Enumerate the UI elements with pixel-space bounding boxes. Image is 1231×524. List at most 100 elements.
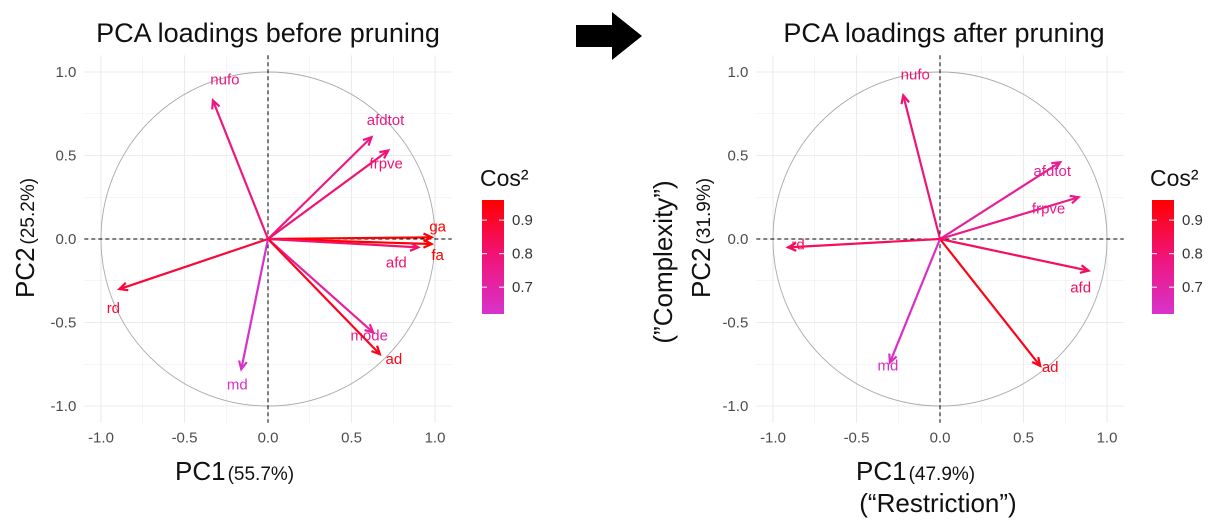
loading-arrow-line [267, 237, 419, 249]
y-tick-label: 0.5 [727, 148, 748, 165]
loading-arrow-afdtot: afdtot [939, 160, 1072, 240]
variable-label: afdtot [367, 112, 405, 129]
y-tick-label: -0.5 [50, 315, 76, 332]
arrowhead-icon [422, 238, 435, 249]
variable-label: frpve [1032, 200, 1065, 217]
x-axis-name: PC1 [856, 456, 907, 486]
legend-tick-label: 0.9 [1182, 212, 1203, 229]
loading-arrow-frpve: frpve [939, 194, 1082, 241]
variable-label: afd [1070, 280, 1091, 297]
loading-arrow-frpve: frpve [267, 148, 403, 240]
y-tick-label: 0.5 [55, 148, 76, 165]
cos2-legend: Cos² 0.9 0.8 0.7 [480, 165, 533, 314]
loading-arrow-rd: rd [785, 236, 941, 253]
y-axis-name: PC2 [686, 247, 716, 298]
loading-arrow-line [267, 238, 381, 355]
arrowhead-icon [409, 242, 421, 252]
panel-after-pruning: PCA loadings after pruning PC1 (47.9%) (“… [648, 18, 1124, 518]
x-tick-label: 0.5 [341, 430, 362, 447]
loading-arrow-line [939, 238, 1042, 367]
y-tick-label: 1.0 [55, 64, 76, 81]
loading-arrow-afdtot: afdtot [267, 112, 405, 240]
arrowhead-icon [238, 360, 248, 372]
loading-arrow-line [902, 95, 942, 240]
y-axis-annotation: (”Complexity”) [648, 180, 678, 343]
arrowhead-icon [116, 282, 129, 292]
variable-label: afdtot [1033, 163, 1071, 180]
loading-arrow-line [939, 161, 1061, 240]
loading-arrow-line [119, 237, 269, 291]
loading-arrow-ad: ad [939, 238, 1059, 376]
loading-arrow-line [267, 236, 432, 241]
legend-tick-label: 0.8 [512, 246, 533, 263]
variable-label: mode [350, 328, 388, 345]
x-tick-label: -0.5 [844, 430, 870, 447]
arrowhead-icon [379, 148, 391, 159]
loading-arrow-line [939, 196, 1079, 241]
arrowhead-icon [785, 242, 797, 252]
chart-title: PCA loadings after pruning [783, 18, 1104, 48]
chart-title: PCA loadings before pruning [96, 18, 440, 48]
y-axis-label: PC2(31.9%) [686, 178, 716, 298]
variable-label: nufo [210, 71, 239, 88]
loading-arrow-rd: rd [107, 237, 269, 317]
y-tick-label: -0.5 [722, 315, 748, 332]
loading-arrow-md: md [227, 238, 270, 393]
arrowhead-icon [1069, 194, 1082, 205]
legend-tick-label: 0.9 [512, 212, 533, 229]
arrowhead-icon [900, 92, 910, 105]
loading-arrow-ad: ad [267, 238, 403, 368]
panel-before-pruning: PCA loadings before pruning PC1 (55.7%) P… [10, 18, 452, 486]
y-tick-label: -1.0 [722, 398, 748, 415]
variable-label: rd [107, 300, 120, 317]
x-axis-percent: (55.7%) [228, 464, 295, 485]
legend-title: Cos² [1150, 165, 1199, 191]
arrowhead-icon [364, 323, 376, 335]
y-axis-name: PC2 [10, 247, 40, 298]
x-tick-label: 1.0 [425, 430, 446, 447]
variable-label: afd [386, 254, 407, 271]
variable-label: fa [431, 247, 444, 264]
arrowhead-icon [371, 345, 382, 357]
cos2-legend: Cos² 0.9 0.8 0.7 [1150, 165, 1203, 314]
loading-arrow-fa: fa [267, 237, 445, 264]
y-tick-label: 1.0 [727, 64, 748, 81]
x-axis-label: PC1 (55.7%) [175, 456, 294, 486]
variable-label: ad [1042, 359, 1059, 376]
loading-arrow-nufo: nufo [210, 71, 270, 240]
loading-arrow-line [211, 99, 270, 240]
x-axis-annotation: (“Restriction”) [859, 488, 1016, 518]
loading-arrow-line [888, 238, 942, 363]
x-tick-label: -0.5 [172, 430, 198, 447]
x-axis-name: PC1 [175, 456, 226, 486]
x-tick-label: -1.0 [760, 430, 786, 447]
legend-tick-label: 0.7 [512, 279, 533, 296]
loading-arrow-mode: mode [267, 238, 388, 345]
loading-arrow-line [267, 238, 374, 334]
loading-arrow-nufo: nufo [900, 66, 942, 240]
loading-arrow-line [267, 149, 389, 240]
legend-tick-label: 0.8 [1182, 246, 1203, 263]
loading-arrow-line [240, 238, 270, 370]
x-tick-label: 0.5 [1013, 430, 1034, 447]
y-tick-label: -1.0 [50, 398, 76, 415]
x-tick-label: 1.0 [1097, 430, 1118, 447]
legend-colorbar [1152, 200, 1174, 314]
loading-arrow-line [267, 136, 373, 240]
legend-colorbar [482, 200, 504, 314]
variable-label: md [877, 358, 898, 375]
loading-arrow-afd: afd [267, 237, 421, 271]
loading-arrow-md: md [877, 238, 942, 375]
x-tick-label: 0.0 [930, 430, 951, 447]
arrowhead-icon [362, 135, 374, 146]
y-axis-label: PC2(25.2%) [10, 178, 40, 298]
y-tick-label: 0.0 [727, 231, 748, 248]
y-axis-percent: (31.9%) [694, 178, 715, 245]
variable-label: ga [429, 218, 446, 235]
y-tick-label: 0.0 [55, 231, 76, 248]
variable-label: md [227, 376, 248, 393]
variable-label: ad [386, 351, 403, 368]
x-tick-label: 0.0 [258, 430, 279, 447]
variable-label: nufo [901, 66, 930, 83]
